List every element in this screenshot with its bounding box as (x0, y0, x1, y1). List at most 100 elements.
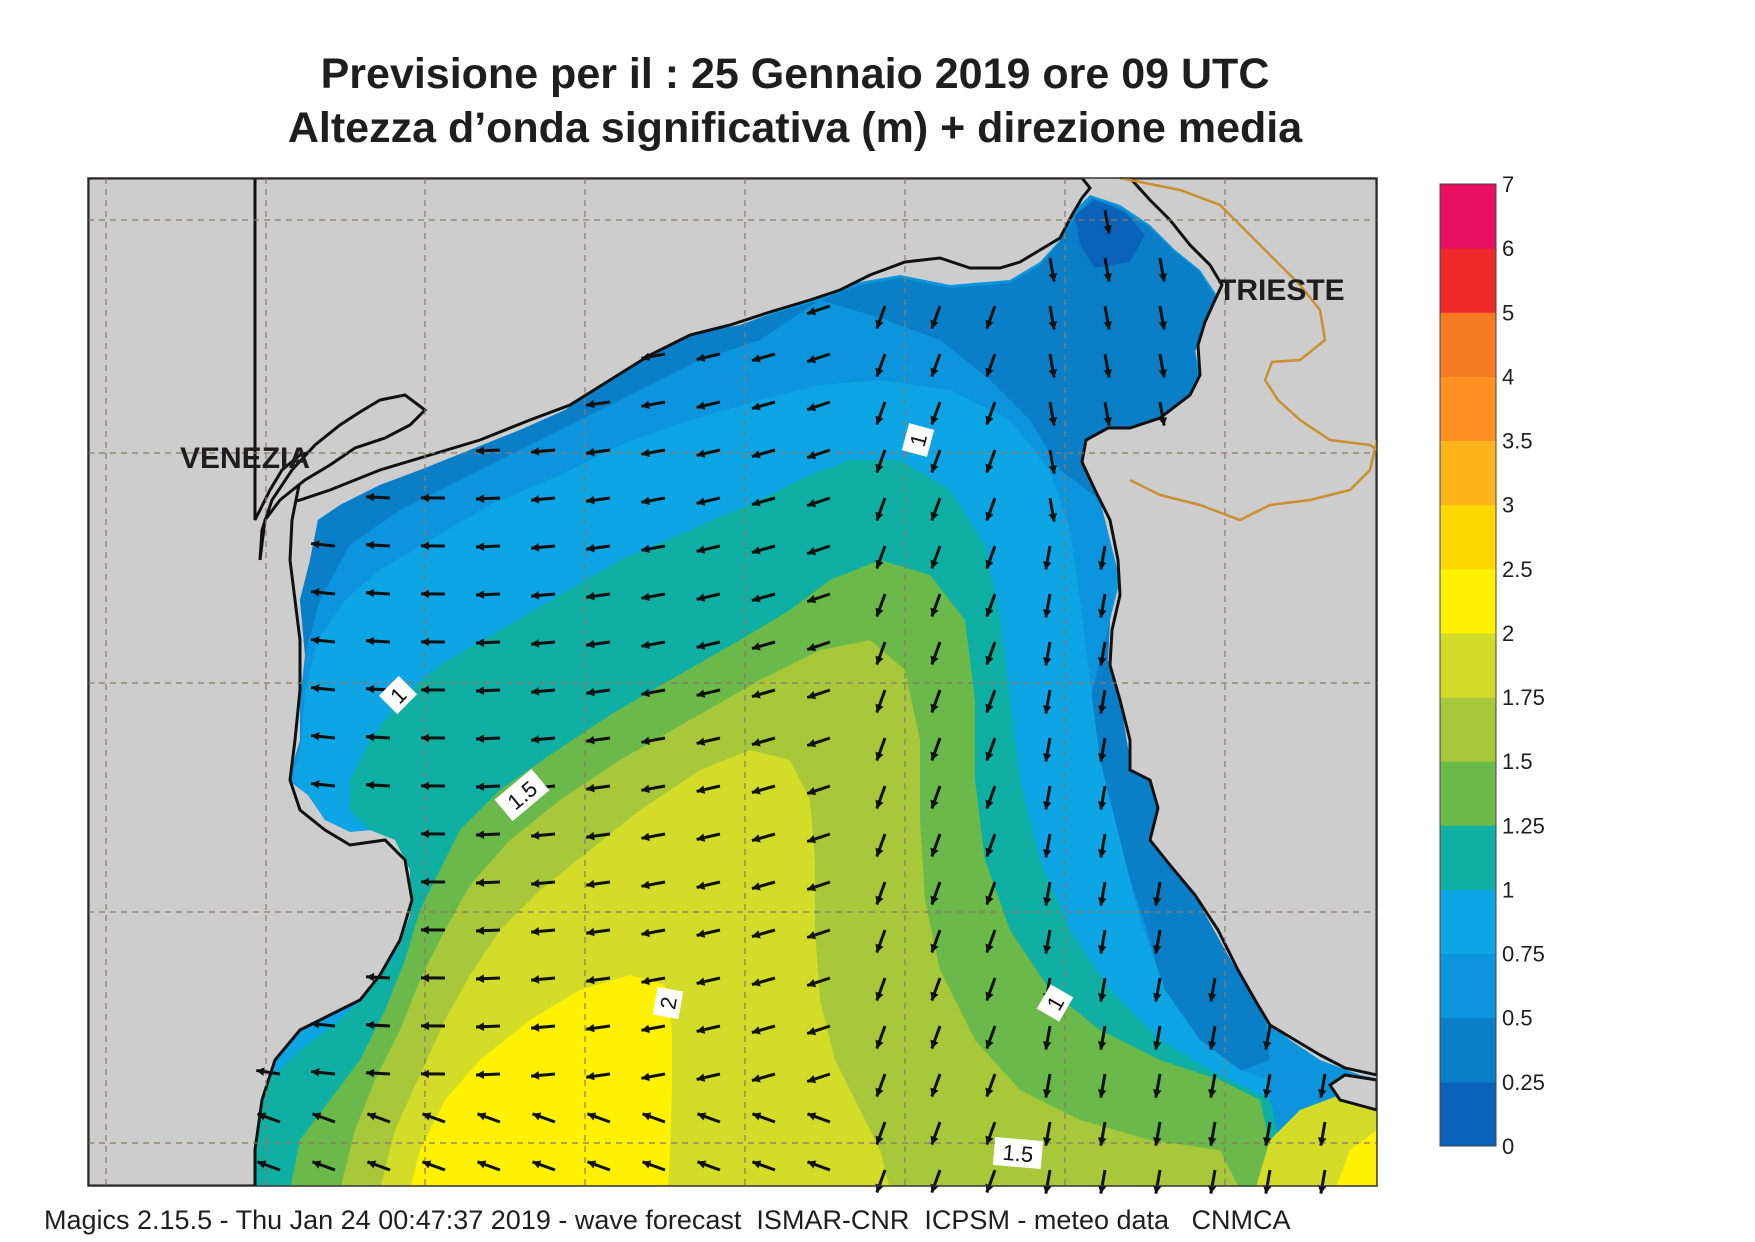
colorbar-tick-label: 3.5 (1502, 429, 1533, 454)
city-label-venezia: VENEZIA (180, 442, 310, 475)
wave-direction-arrow-head (697, 1160, 707, 1169)
wave-direction-arrow-head (366, 540, 375, 550)
colorbar-swatch (1440, 312, 1496, 377)
wave-direction-arrow-head (1097, 993, 1107, 1002)
wave-direction-arrow-head (696, 545, 706, 554)
wave-direction-arrow-head (1048, 417, 1058, 426)
wave-direction-arrow-head (696, 881, 706, 890)
colorbar-tick-label: 0.5 (1502, 1006, 1533, 1031)
wave-direction-arrow-head (696, 353, 706, 362)
wave-direction-arrow-head (751, 930, 761, 939)
wave-direction-arrow-head (641, 496, 650, 506)
wave-direction-arrow-head (477, 1160, 487, 1169)
wave-direction-arrow-head (421, 541, 429, 551)
graticule (88, 178, 1377, 1186)
wave-direction-arrow-head (696, 737, 706, 746)
colorbar-tick-label: 4 (1502, 364, 1514, 389)
wave-direction-arrow-head (367, 1160, 377, 1169)
wave-direction-arrow-head (367, 1112, 377, 1121)
wave-direction-arrow-head (930, 607, 939, 617)
colorbar-tick-label: 1 (1502, 877, 1514, 902)
sea-band-0.25-0.5-north (820, 198, 1218, 500)
wave-direction-arrow-head (751, 498, 761, 507)
colorbar-swatch (1440, 504, 1496, 570)
wave-direction-arrow-head (1042, 1089, 1052, 1098)
colorbar-swatch (1440, 953, 1496, 1019)
wave-direction-arrow-head (807, 547, 817, 556)
wave-direction-arrow-head (875, 1135, 884, 1145)
wave-direction-arrow-head (1097, 753, 1107, 762)
wave-direction-arrow-head (1152, 1089, 1162, 1098)
wave-direction-arrow-head (311, 684, 320, 693)
wave-direction-arrow-head (1103, 225, 1113, 234)
colorbar-tick-label: 1.25 (1502, 813, 1545, 838)
colorbar-swatch (1440, 632, 1496, 698)
colorbar-tick-label: 6 (1502, 236, 1514, 261)
wave-direction-arrow-head (1158, 369, 1168, 378)
wave-direction-arrow-head (1207, 993, 1217, 1002)
wave-direction-arrow-head (751, 786, 761, 795)
colorbar-swatch (1440, 825, 1496, 890)
wave-direction-arrow-head (985, 415, 994, 425)
wave-direction-arrow-head (875, 1087, 884, 1097)
wave-direction-arrow-head (985, 655, 994, 665)
wave-direction-arrow-head (586, 975, 595, 985)
wave-direction-arrow-head (696, 833, 706, 842)
wave-direction-arrow-head (1042, 849, 1052, 858)
colorbar-tick-label: 3 (1502, 493, 1514, 518)
map-title-line-2: Altezza d’onda significativa (m) + direz… (287, 104, 1303, 152)
wave-direction-arrow-head (930, 1135, 939, 1145)
wave-direction-arrow-head (875, 511, 884, 521)
colorbar-swatch (1440, 1081, 1496, 1147)
wave-direction-arrow-head (421, 733, 429, 743)
wave-direction-arrow-head (807, 595, 817, 604)
colorbar-tick-label: 7 (1502, 172, 1514, 197)
wave-direction-arrow-head (930, 415, 939, 425)
wave-direction-arrow-head (807, 931, 817, 940)
colorbar-swatch (1440, 184, 1496, 249)
wave-direction-arrow-head (1152, 945, 1162, 954)
contour-label-1.5-south: 1.5 (1002, 1140, 1035, 1168)
wave-direction-arrow-head (421, 781, 429, 791)
wave-direction-arrow-head (641, 592, 650, 602)
coast-istria-land (1080, 178, 1377, 1077)
wave-direction-arrow-head (586, 927, 595, 937)
sea-band-0.25-0.5-west (300, 300, 820, 655)
wave-direction-arrow-head (930, 895, 939, 905)
wave-direction-arrow-head (366, 1068, 375, 1078)
wave-direction-arrow-head (696, 449, 706, 458)
wave-direction-arrow-head (985, 607, 994, 617)
wave-direction-arrow-head (257, 1112, 267, 1121)
wave-direction-arrow-head (751, 690, 761, 699)
wave-direction-arrow-head (476, 782, 485, 791)
colorbar-swatch (1440, 761, 1496, 826)
wave-direction-arrow-head (421, 925, 429, 935)
wave-direction-arrow-head (696, 401, 706, 410)
wave-direction-arrow-head (1103, 417, 1113, 426)
wave-direction-arrow-head (641, 448, 650, 458)
wave-direction-arrow-head (477, 1112, 487, 1121)
wave-direction-arrow-head (875, 991, 884, 1001)
wave-direction-arrow-head (641, 544, 650, 554)
wave-direction-arrow-head (641, 784, 650, 794)
wave-direction-arrow-head (366, 780, 375, 790)
wave-direction-arrow-head (586, 783, 595, 793)
wave-direction-arrow-head (930, 799, 939, 809)
wave-direction-arrow-head (1158, 273, 1168, 282)
wave-direction-arrow-head (751, 1074, 761, 1083)
wave-direction-arrow-head (1262, 1185, 1272, 1194)
wave-direction-arrow-head (1207, 1089, 1217, 1098)
sea-band-0-0.25 (1075, 200, 1145, 268)
wave-direction-arrow-head (1097, 1185, 1107, 1194)
wave-direction-arrow-head (476, 830, 485, 839)
wave-direction-arrow-head (312, 1160, 322, 1169)
colorbar-frame (1439, 183, 1497, 1147)
wave-direction-arrow-head (807, 691, 817, 700)
wave-direction-arrow-head (531, 735, 540, 744)
wave-direction-arrow-head (875, 559, 884, 569)
wave-direction-arrow-head (311, 540, 320, 549)
wave-direction-arrow-head (807, 979, 817, 988)
wave-direction-arrow-head (366, 636, 375, 646)
wave-direction-arrow-head (421, 637, 429, 647)
